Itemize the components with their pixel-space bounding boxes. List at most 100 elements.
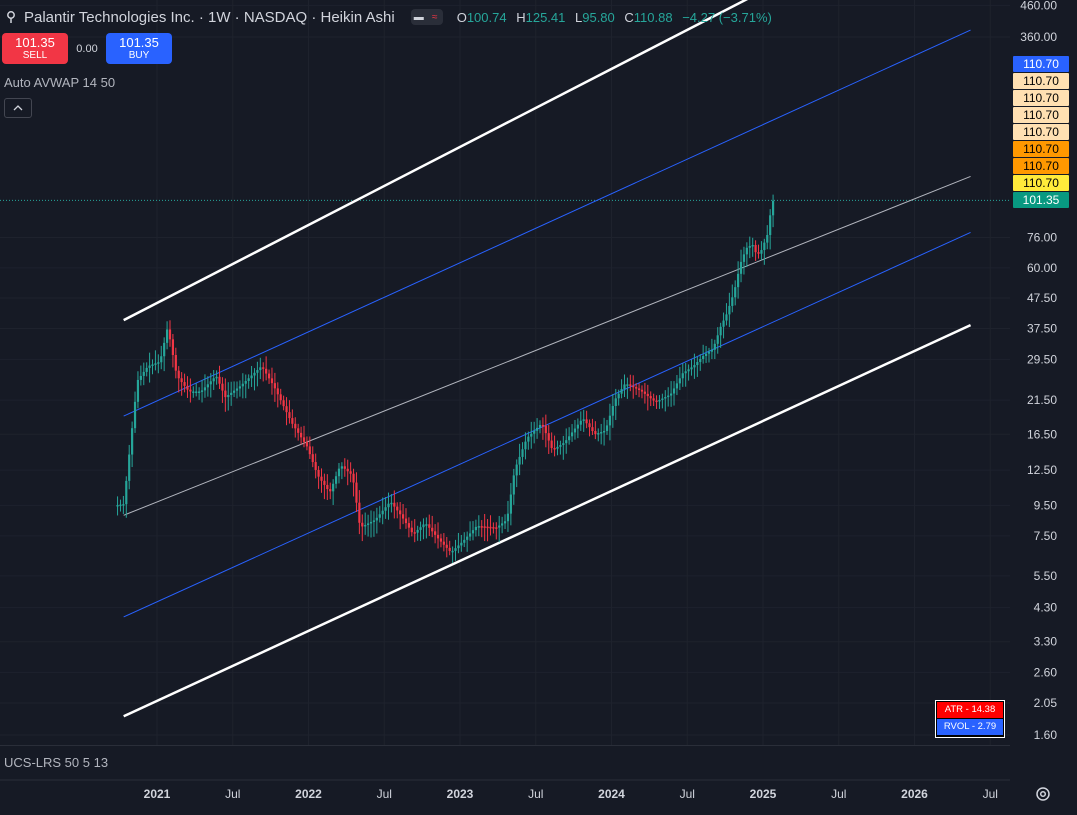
candle-body xyxy=(760,250,763,254)
candle-body xyxy=(160,356,163,363)
candle-body xyxy=(521,449,524,457)
candle-body xyxy=(250,375,253,379)
candle-body xyxy=(489,526,492,529)
price-tag: 110.70 xyxy=(1013,158,1069,174)
candle-body xyxy=(509,494,512,514)
candle-body xyxy=(367,523,370,525)
candle-body xyxy=(177,370,180,379)
candle-body xyxy=(163,342,166,357)
candle-body xyxy=(570,432,574,437)
candle-body xyxy=(434,531,437,535)
eye-icon[interactable]: ▬ xyxy=(413,11,424,23)
candle-body xyxy=(297,428,300,433)
time-axis-label: Jul xyxy=(831,787,846,801)
visibility-toggle[interactable]: ▬ ≈ xyxy=(410,9,443,25)
symbol-legend: Palantir Technologies Inc. · 1W · NASDAQ… xyxy=(4,7,772,27)
candle-body xyxy=(320,476,323,481)
sell-button[interactable]: 101.35 SELL xyxy=(2,33,68,64)
candle-body xyxy=(387,503,390,508)
candle-body xyxy=(451,550,454,553)
candle-body xyxy=(524,441,527,450)
candle-body xyxy=(259,367,262,371)
candle-body xyxy=(568,436,571,441)
candle-body xyxy=(527,436,530,442)
symbol-title[interactable]: Palantir Technologies Inc. · 1W · NASDAQ… xyxy=(24,8,395,26)
candle-body xyxy=(728,305,731,315)
candle-body xyxy=(562,443,565,446)
channel-lower-line xyxy=(123,232,971,618)
candle-body xyxy=(352,473,355,483)
time-axis-label: Jul xyxy=(377,787,392,801)
candle-body xyxy=(407,523,410,528)
candle-body xyxy=(154,363,157,365)
candle-body xyxy=(538,424,542,428)
symbol-search-icon[interactable] xyxy=(4,10,18,24)
price-axis[interactable]: 460.00 360.00 76.00 60.00 47.50 37.50 29.50 21.… xyxy=(1020,0,1057,742)
candle-body xyxy=(401,514,405,519)
candle-body xyxy=(518,456,521,465)
time-axis[interactable]: 2021 Jul 2022 Jul 2023 Jul 2024 Jul 2025 Jul 2026 J… xyxy=(0,779,1010,801)
candle-body xyxy=(495,527,498,529)
candle-body xyxy=(646,393,649,397)
chevron-up-icon xyxy=(13,105,23,111)
candle-body xyxy=(605,425,609,431)
candle-body xyxy=(748,246,751,248)
candle-body xyxy=(454,548,457,551)
ohlc-key: L xyxy=(575,9,583,25)
price-axis-label: 1.60 xyxy=(1034,728,1058,742)
candle-body xyxy=(375,517,378,521)
time-axis-label: 2023 xyxy=(447,787,474,801)
settings-gear-icon[interactable] xyxy=(1034,785,1052,803)
ohlc-key: C xyxy=(624,9,634,25)
candle-body xyxy=(492,527,495,529)
pane-separator[interactable] xyxy=(0,745,1010,746)
candle-body xyxy=(585,419,588,424)
candle-body xyxy=(757,252,760,254)
candle-body xyxy=(719,326,722,336)
candle-body xyxy=(722,320,725,327)
candle-body xyxy=(693,365,696,368)
candle-body xyxy=(267,373,271,379)
candle-body xyxy=(763,242,766,251)
candle-body xyxy=(215,376,218,379)
time-axis-label: 2025 xyxy=(750,787,777,801)
candle-body xyxy=(413,532,416,534)
candle-body xyxy=(241,383,244,387)
candle-body xyxy=(436,534,440,539)
candle-body xyxy=(142,371,145,376)
candle-body xyxy=(448,547,451,552)
grid-lines xyxy=(0,0,1010,745)
candle-body xyxy=(602,430,606,433)
candle-body xyxy=(323,480,326,485)
candle-body xyxy=(751,244,754,247)
price-axis-label: 29.50 xyxy=(1027,352,1057,366)
candle-body xyxy=(396,506,399,511)
candle-body xyxy=(165,329,169,343)
price-axis-label: 2.05 xyxy=(1034,696,1058,710)
buy-button[interactable]: 101.35 BUY xyxy=(106,33,172,64)
ohlc-low: 95.80 xyxy=(582,9,615,25)
candle-body xyxy=(439,538,443,542)
candle-body xyxy=(498,525,501,528)
collapse-indicators-button[interactable] xyxy=(4,98,32,118)
candle-body xyxy=(305,441,309,447)
heikin-ashi-icon[interactable]: ≈ xyxy=(431,11,438,23)
candle-body xyxy=(244,380,247,384)
candle-body xyxy=(664,397,667,399)
candle-body xyxy=(559,445,562,447)
candle-body xyxy=(503,521,507,524)
candle-body xyxy=(282,400,285,407)
candle-body xyxy=(299,432,303,438)
candle-body xyxy=(189,389,192,392)
candle-body xyxy=(279,394,282,401)
indicator-label[interactable]: Auto AVWAP 14 50 xyxy=(4,75,116,90)
candle-body xyxy=(670,393,673,396)
price-axis-label: 12.50 xyxy=(1027,463,1057,477)
candle-body xyxy=(466,536,469,540)
candle-body xyxy=(742,254,746,262)
candle-body xyxy=(128,454,131,481)
sub-pane-indicator-label[interactable]: UCS-LRS 50 5 13 xyxy=(4,755,109,770)
price-axis-label: 5.50 xyxy=(1034,569,1058,583)
candle-body xyxy=(206,384,209,388)
